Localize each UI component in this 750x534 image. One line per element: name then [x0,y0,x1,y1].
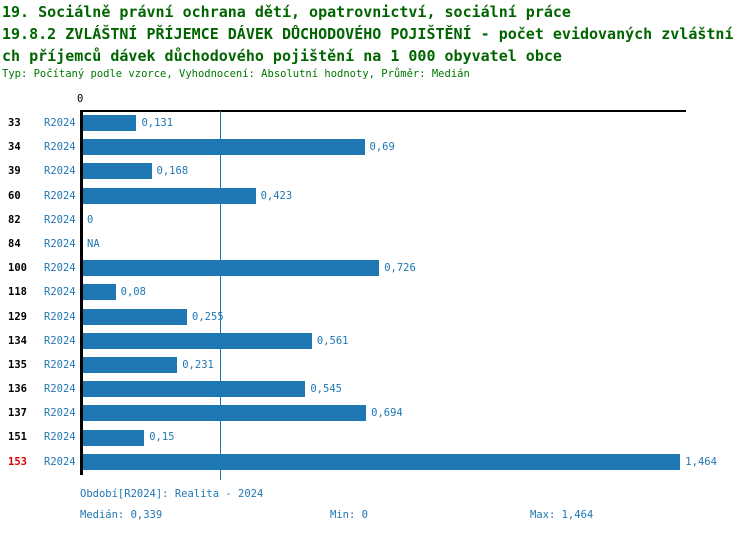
chart-row: 39 R2024 0,168 [0,159,750,183]
bar [83,163,152,180]
row-id-label: 84 [8,237,21,250]
bar [83,405,367,422]
row-period-label: R2024 [44,455,76,468]
row-id-label: 39 [8,165,21,178]
row-period-label: R2024 [44,237,76,250]
row-id-label: 137 [8,407,27,420]
row-value-label: 0,545 [310,383,342,396]
row-value-label: 1,464 [685,455,717,468]
bar [83,381,306,398]
chart-row: 84 R2024 NA [0,232,750,256]
row-period-label: R2024 [44,117,76,129]
chart-row: 100 R2024 0,726 [0,256,750,280]
row-id-label: 129 [8,310,27,323]
row-id-label: 135 [8,358,27,371]
footer-period-info: Období[R2024]: Realita - 2024 [80,488,264,500]
chart-title-line-3: ch příjemců dávek důchodového pojištění … [2,47,562,65]
bar [83,115,137,132]
row-value-label: 0,168 [156,165,189,178]
chart-row: 82 R2024 0 [0,208,750,232]
bar [83,453,681,470]
chart-title-line-1: 19. Sociálně právní ochrana dětí, opatro… [2,3,571,21]
x-axis-line [80,110,686,112]
chart-row: 137 R2024 0,694 [0,401,750,425]
row-value-label: 0 [87,213,94,226]
row-value-label: 0,561 [316,334,349,347]
chart-row: 153 R2024 1,464 [0,450,750,474]
row-id-label: 136 [8,383,27,396]
chart-row: 151 R2024 0,15 [0,425,750,449]
row-period-label: R2024 [44,165,76,178]
row-period-label: R2024 [44,286,76,299]
chart-row: 60 R2024 0,423 [0,184,750,208]
bar [83,187,256,204]
row-id-label: 100 [8,262,27,275]
bar [83,308,188,325]
y-axis-line [80,110,83,475]
row-value-label: 0,694 [371,407,403,420]
row-id-label: 60 [8,189,21,202]
chart-row: 135 R2024 0,231 [0,353,750,377]
chart-row: 136 R2024 0,545 [0,377,750,401]
row-id-label: 33 [8,117,21,129]
bar [83,332,312,349]
bar [83,284,116,301]
median-marker-line [219,111,221,480]
plot-rows: 33 R2024 0,131 34 R2024 0,69 39 R2024 0,… [0,111,750,474]
row-period-label: R2024 [44,358,76,371]
row-period-label: R2024 [44,310,76,323]
row-value-label: 0,423 [260,189,293,202]
row-period-label: R2024 [44,334,76,347]
row-value-label: 0,69 [369,141,395,154]
bar [83,139,365,156]
row-value-label: 0,255 [192,310,224,323]
row-period-label: R2024 [44,383,76,396]
chart-row: 118 R2024 0,08 [0,280,750,304]
chart-row: 34 R2024 0,69 [0,135,750,159]
row-value-label: 0,08 [120,286,146,299]
footer-median-stat: Medián: 0,339 [80,509,163,521]
row-period-label: R2024 [44,262,76,275]
row-period-label: R2024 [44,407,76,420]
row-value-label: NA [87,237,100,250]
row-value-label: 0,726 [384,262,416,275]
bar [83,429,145,446]
footer-min-stat: Min: 0 [330,509,368,521]
chart-row: 33 R2024 0,131 [0,111,750,135]
x-axis-origin-tick: 0 [77,93,84,105]
row-value-label: 0,131 [141,117,174,129]
row-period-label: R2024 [44,189,76,202]
row-id-label: 34 [8,141,21,154]
row-value-label: 0,15 [149,431,175,444]
footer-max-stat: Max: 1,464 [530,509,594,521]
row-value-label: 0,231 [182,358,214,371]
chart-row: 129 R2024 0,255 [0,305,750,329]
row-id-label: 151 [8,431,27,444]
bar [83,356,178,373]
row-id-label: 82 [8,213,21,226]
chart-meta-line: Typ: Počítaný podle vzorce, Vyhodnocení:… [2,68,470,80]
row-period-label: R2024 [44,431,76,444]
chart-title-line-2: 19.8.2 ZVLÁŠTNÍ PŘÍJEMCE DÁVEK DŮCHODOVÉ… [2,25,734,43]
row-id-label: 118 [8,286,27,299]
row-period-label: R2024 [44,213,76,226]
chart-row: 134 R2024 0,561 [0,329,750,353]
bar [83,260,380,277]
row-id-label: 153 [8,455,27,468]
row-id-label: 134 [8,334,27,347]
row-period-label: R2024 [44,141,76,154]
